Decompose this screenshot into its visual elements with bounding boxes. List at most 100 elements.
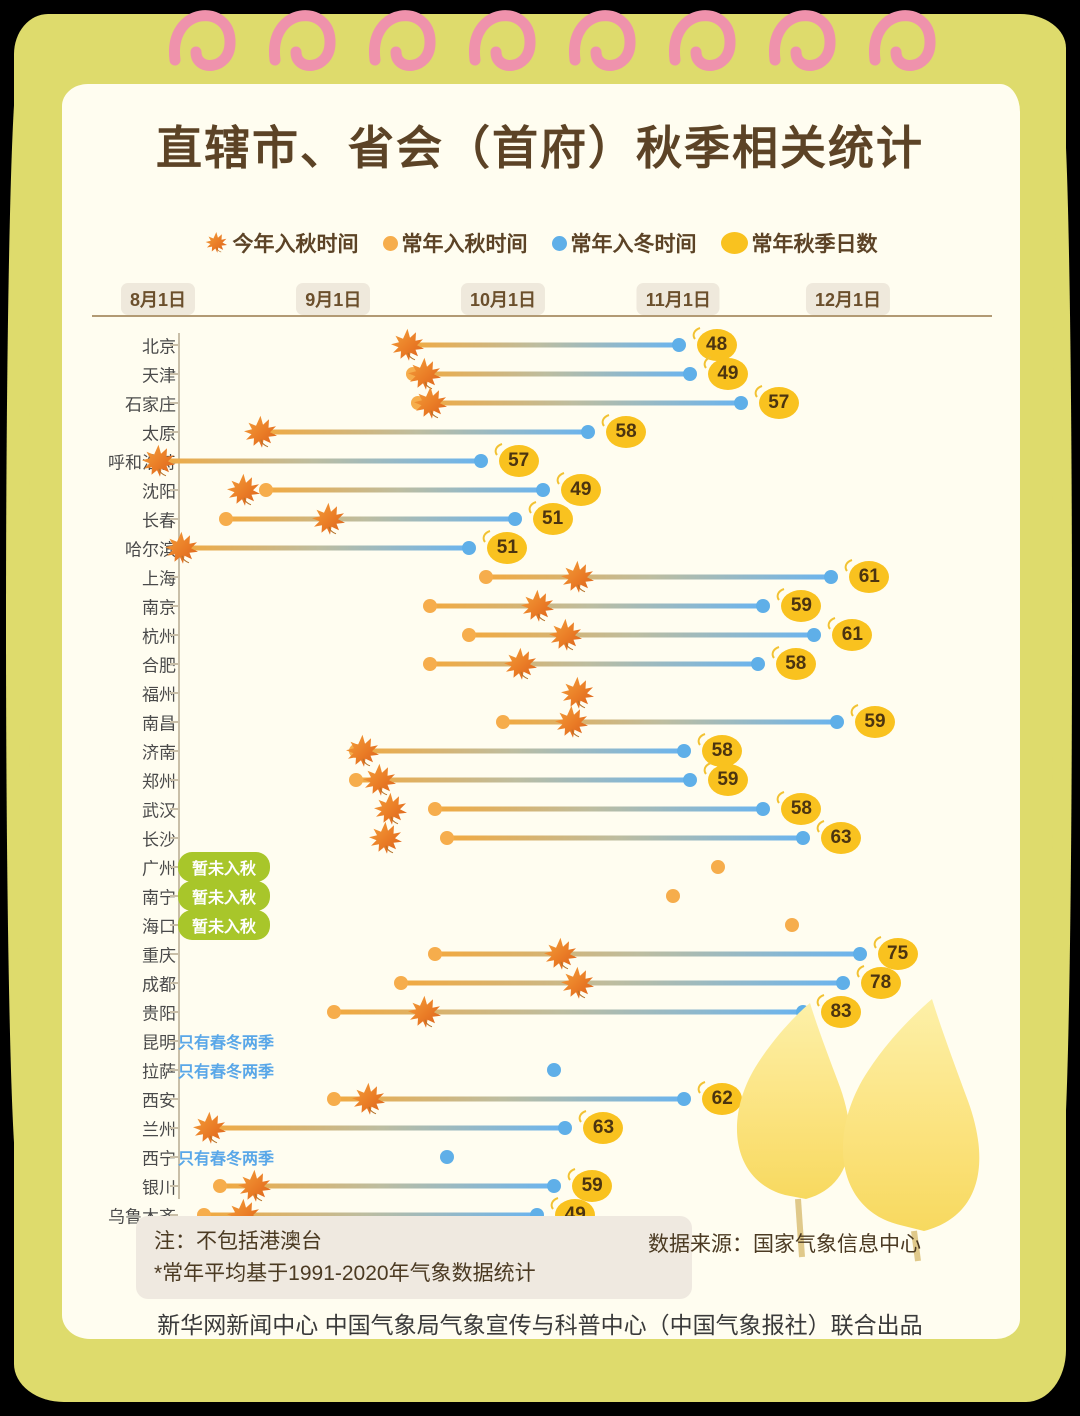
normal-autumn-point <box>428 947 443 961</box>
chart-row: 重庆 75 <box>0 936 1080 970</box>
normal-winter-point <box>807 628 822 642</box>
normal-winter-point <box>535 483 550 497</box>
city-label: 武汉 <box>142 801 176 821</box>
chart-row: 南昌 59 <box>0 704 1080 738</box>
x-axis: 8月1日 9月1日 10月1日 11月1日 12月1日 <box>0 283 1080 319</box>
chart-row: 西宁 只有春冬两季 <box>0 1145 1080 1169</box>
axis-tick-mark <box>170 518 178 520</box>
normal-autumn-point <box>479 570 494 584</box>
autumn-days-badge: 78 <box>860 967 901 999</box>
axis-tick-mark <box>170 576 178 578</box>
spring-winter-note: 只有春冬两季 <box>178 1035 275 1052</box>
city-label: 拉萨 <box>142 1062 176 1082</box>
badge-stem-icon <box>703 356 712 369</box>
page-title: 直辖市、省会（首府）秋季相关统计 <box>156 122 924 174</box>
legend-item-2: 常年入冬时间 <box>551 228 697 258</box>
chart-row: 拉萨 只有春冬两季 <box>0 1058 1080 1082</box>
badge-stem-icon <box>697 733 706 746</box>
axis-tick-mark <box>170 1098 178 1100</box>
normal-winter-point <box>756 599 771 613</box>
chart-row: 石家庄 57 <box>0 385 1080 419</box>
city-label: 昆明 <box>142 1033 176 1053</box>
axis-tick-4: 12月1日 <box>805 283 891 315</box>
axis-tick-mark <box>170 721 178 723</box>
badge-stem-icon <box>556 472 565 485</box>
axis-baseline <box>92 315 992 317</box>
axis-tick-mark <box>170 634 178 636</box>
normal-autumn-point <box>496 715 511 729</box>
normal-autumn-point <box>349 773 364 787</box>
season-range-bar <box>429 603 764 609</box>
normal-autumn-point <box>213 1179 228 1193</box>
city-label: 重庆 <box>142 946 176 966</box>
axis-tick-mark <box>170 866 178 868</box>
season-range-bar <box>333 1009 804 1015</box>
city-label: 天津 <box>142 366 176 386</box>
no-autumn-pill: 暂未入秋 <box>178 881 271 911</box>
season-range-bar <box>469 632 815 638</box>
chart-row: 哈尔滨 51 <box>0 530 1080 564</box>
chart-row: 银川 59 <box>0 1168 1080 1202</box>
axis-tick-mark <box>170 1127 178 1129</box>
this-year-autumn-leaf-2 <box>413 386 447 419</box>
city-label: 福州 <box>142 685 176 705</box>
season-range-bar <box>503 719 837 725</box>
badge-stem-icon <box>777 588 785 601</box>
season-range-bar <box>220 1183 555 1189</box>
autumn-days-badge: 58 <box>606 416 647 448</box>
chart-row: 南京 59 <box>0 588 1080 622</box>
badge-stem-icon <box>483 530 491 543</box>
autumn-days-badge: 75 <box>877 938 918 970</box>
axis-tick-3: 11月1日 <box>636 283 720 315</box>
this-year-autumn-leaf-21 <box>543 937 577 970</box>
autumn-days-badge: 57 <box>758 387 799 419</box>
chart-row: 兰州 63 <box>0 1110 1080 1144</box>
chart-row: 海口 暂未入秋 <box>0 910 1080 940</box>
this-year-autumn-leaf-16 <box>374 792 408 825</box>
badge-stem-icon <box>816 994 825 1007</box>
axis-tick-1: 9月1日 <box>296 283 371 315</box>
badge-stem-icon <box>601 414 610 427</box>
season-range-bar <box>446 835 804 841</box>
normal-autumn-point <box>326 1005 341 1019</box>
city-label: 哈尔滨 <box>125 540 176 560</box>
badge-stem-icon <box>567 1168 576 1181</box>
axis-tick-mark <box>170 750 178 752</box>
autumn-days-badge: 58 <box>781 793 822 825</box>
city-label: 北京 <box>142 337 176 357</box>
legend: 今年入秋时间 常年入秋时间 常年入冬时间 常年秋季日数 <box>0 228 1080 258</box>
footnote-box: 注：不包括港澳台 *常年平均基于1991-2020年气象数据统计 <box>136 1216 692 1299</box>
axis-tick-mark <box>170 779 178 781</box>
autumn-days-badge: 59 <box>572 1170 613 1202</box>
city-label: 海口 <box>142 917 176 937</box>
city-label: 银川 <box>142 1178 176 1198</box>
chart-row: 北京 48 <box>0 327 1080 361</box>
this-year-autumn-leaf-26 <box>351 1082 385 1115</box>
city-label: 广州 <box>142 859 176 879</box>
this-year-autumn-leaf-9 <box>521 589 555 622</box>
legend-label: 常年入冬时间 <box>570 233 697 256</box>
chart-row: 昆明 只有春冬两季 <box>0 1029 1080 1053</box>
axis-tick-mark <box>170 808 178 810</box>
normal-winter-point <box>796 831 811 845</box>
autumn-days-badge: 49 <box>560 474 601 506</box>
chart-row: 贵阳 83 <box>0 994 1080 1028</box>
city-label: 济南 <box>142 743 176 763</box>
this-year-autumn-leaf-6 <box>311 502 345 535</box>
normal-autumn-point <box>394 976 409 990</box>
autumn-days-badge: 63 <box>821 822 862 854</box>
this-year-autumn-leaf-11 <box>504 647 538 680</box>
season-range-bar <box>401 980 843 986</box>
this-year-autumn-leaf-23 <box>408 995 442 1028</box>
axis-tick-mark <box>170 982 178 984</box>
legend-label: 今年入秋时间 <box>232 233 359 256</box>
normal-autumn-point <box>428 802 443 816</box>
season-range-bar <box>429 661 758 667</box>
spring-winter-note: 只有春冬两季 <box>178 1151 275 1168</box>
season-range-bar <box>412 371 690 377</box>
this-year-autumn-leaf-13 <box>555 705 589 738</box>
badge-stem-icon <box>828 617 836 630</box>
badge-stem-icon <box>777 791 785 804</box>
normal-winter-point <box>835 976 850 990</box>
no-autumn-pill: 暂未入秋 <box>178 852 271 882</box>
